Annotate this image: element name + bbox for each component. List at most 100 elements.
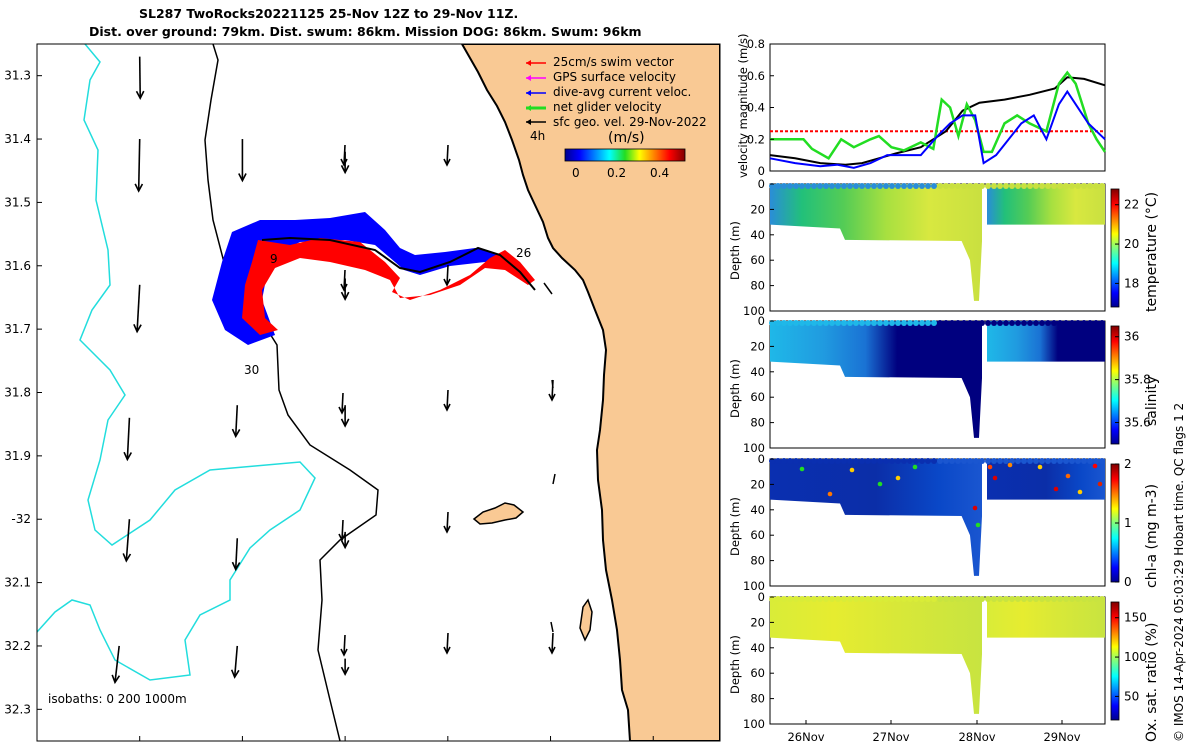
geo-vector-head [443, 646, 451, 655]
geo-vector [126, 417, 131, 460]
isobath-1000 [37, 44, 316, 681]
map-colorbar [564, 148, 686, 162]
geo-vector-head [231, 561, 241, 572]
geo-vector-head [230, 669, 240, 679]
island [472, 502, 525, 525]
geo-vector-head [111, 674, 121, 685]
map-xtick-label: 115.6 [533, 748, 567, 750]
temp-cbar-label: temperature (°C) [1144, 191, 1160, 312]
geo-vector [343, 634, 346, 656]
geo-vector [343, 269, 346, 291]
geo-vector [234, 538, 239, 570]
geo-vector [446, 144, 449, 166]
geo-vector [446, 511, 449, 533]
geo-vector-head [340, 283, 348, 292]
geo-vector [341, 392, 344, 414]
geo-vector [446, 389, 449, 411]
ox-cbar-label: Ox. sat. ratio (%) [1144, 622, 1160, 742]
map-ytick-label: -32 [11, 512, 31, 526]
geo-vector [234, 405, 239, 437]
chl-ylabel: Depth (m) [728, 497, 742, 556]
isobath-200 [204, 44, 379, 741]
geo-vector-head [133, 323, 142, 334]
annotation-26: 26 [516, 246, 532, 260]
geo-vector-head [135, 90, 145, 101]
map-ytick-label: 31.4 [4, 132, 31, 146]
map-xtick-label: 114.8 [123, 748, 157, 750]
temp-ylabel: Depth (m) [728, 221, 742, 280]
map-ytick-label: 31.8 [4, 386, 31, 400]
geo-vector-head [340, 158, 348, 167]
imos-credit: © IMOS 14-Apr-2024 05:03:29 Hobart time.… [1172, 402, 1186, 742]
chart-title-line1: SL287 TwoRocks20221125 25-Nov 12Z to 29-… [139, 6, 519, 21]
map-xtick-label: 115 [231, 748, 254, 750]
isobaths-label: isobaths: 0 200 1000m [48, 692, 187, 706]
geo-vector-head [338, 533, 346, 542]
geo-vector-head [340, 666, 350, 676]
colorbar-tick: 0.4 [650, 166, 670, 180]
geo-vector-head [443, 525, 451, 534]
annotation-9: 9 [270, 252, 278, 266]
geo-vector [343, 144, 346, 166]
geo-vector [125, 519, 131, 561]
geo-vector-head [340, 648, 348, 657]
map-ytick-label: 31.5 [4, 195, 31, 209]
ox-ylabel: Depth (m) [728, 635, 742, 694]
track-line [261, 236, 536, 291]
geo-vector [233, 645, 239, 678]
geo-vectors [111, 25, 556, 685]
colorbar-unit: (m/s) [608, 130, 645, 146]
geo-vector [446, 264, 449, 286]
legend-label-net: net glider velocity [553, 100, 662, 114]
chl-cbar-label: chl-a (mg m-3) [1144, 483, 1160, 588]
swim-swath [242, 238, 535, 335]
map-ytick-label: 32.3 [4, 702, 31, 716]
geo-vector [136, 284, 141, 332]
land-area [460, 44, 720, 741]
geo-vector-head [123, 451, 133, 462]
map-xtick-label: 115.2 [328, 748, 362, 750]
geo-vector-head [340, 418, 350, 428]
geo-vector-head [134, 183, 144, 193]
sal-cbar-label: salinity [1144, 375, 1160, 426]
geo-vector-head [443, 158, 451, 167]
geo-vector-head [340, 291, 350, 302]
map-ytick-label: 31.9 [4, 449, 31, 463]
geo-vector-head [443, 403, 451, 412]
geo-vector-head [231, 428, 241, 439]
geo-vector [137, 139, 141, 192]
chart-title-line2: Dist. over ground: 79km. Dist. swum: 86k… [89, 24, 642, 39]
map-ytick-label: 31.6 [4, 259, 31, 273]
geo-vector [114, 645, 120, 683]
map-ytick-label: 31.7 [4, 322, 31, 336]
geo-vector [242, 25, 243, 41]
annotation-4h: 4h [530, 129, 546, 143]
annotation-30: 30 [244, 363, 260, 377]
map-ytick-label: 31.3 [4, 69, 31, 83]
colorbar-tick: 0.2 [607, 166, 627, 180]
geo-vector-head [239, 33, 246, 40]
geo-vector-head [340, 165, 350, 175]
map-xtick-label: 115.8 [636, 748, 670, 750]
sal-ylabel: Depth (m) [728, 359, 742, 418]
legend-label-sfc: sfc geo. vel. 29-Nov-2022 [553, 115, 707, 129]
geo-vector-head [238, 173, 247, 183]
map-ytick-label: 32.2 [4, 639, 31, 653]
geo-vector-head [338, 406, 346, 415]
legend-label-gps: GPS surface velocity [553, 70, 677, 84]
geo-vector [341, 519, 344, 541]
map-xtick-label: 115.4 [431, 748, 465, 750]
velocity-ylabel: velocity magnitude (m/s) [736, 33, 750, 178]
geo-vector [551, 379, 554, 401]
small-island [579, 598, 593, 642]
geo-vector-head [340, 540, 350, 550]
geo-vector [138, 56, 142, 99]
geo-vector [446, 632, 449, 654]
legend-label-swim: 25cm/s swim vector [553, 55, 674, 69]
geo-vector-head [443, 278, 451, 287]
colorbar-tick: 0 [572, 166, 580, 180]
geo-vector [551, 632, 554, 654]
geo-vector-head [548, 646, 556, 655]
legend-label-dive: dive-avg current veloc. [553, 85, 692, 99]
